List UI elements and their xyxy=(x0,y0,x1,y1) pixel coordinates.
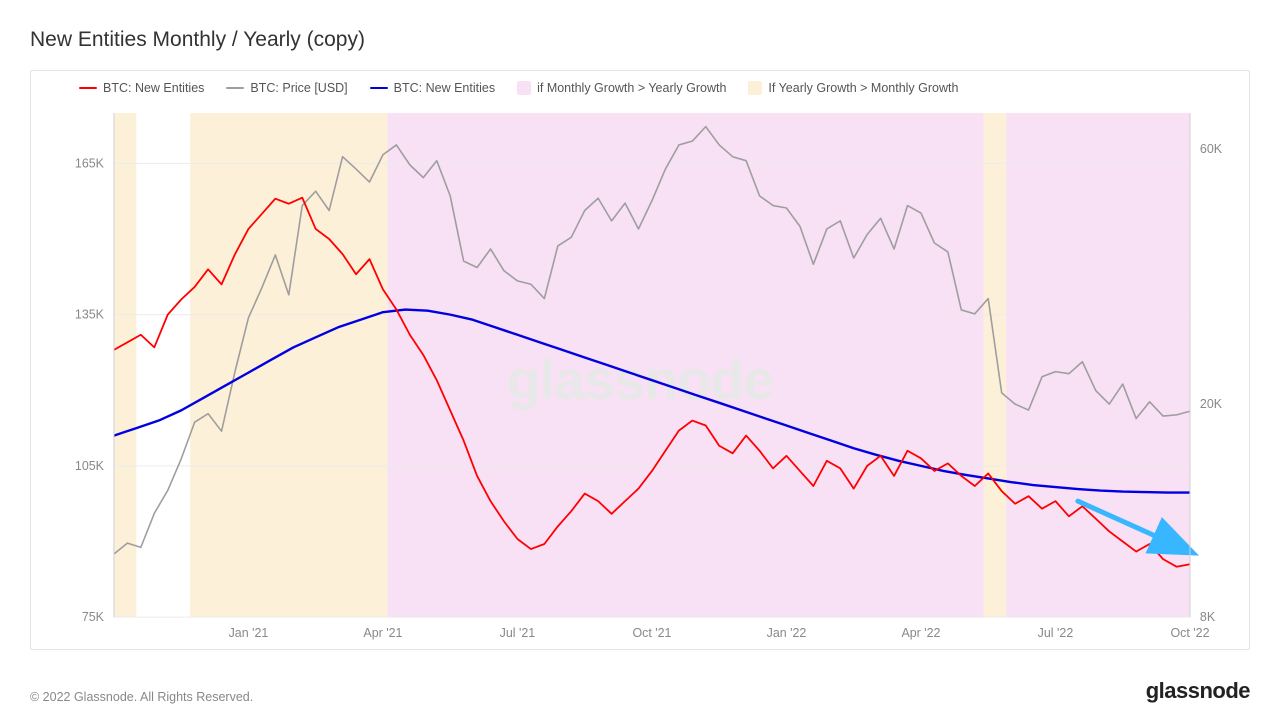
legend-label: if Monthly Growth > Yearly Growth xyxy=(537,81,726,95)
svg-text:Jan '21: Jan '21 xyxy=(229,626,269,640)
chart-box: BTC: New Entities BTC: Price [USD] BTC: … xyxy=(30,70,1250,650)
legend-label: BTC: Price [USD] xyxy=(250,81,347,95)
svg-text:8K: 8K xyxy=(1200,610,1216,624)
chart-container: New Entities Monthly / Yearly (copy) BTC… xyxy=(0,0,1280,720)
copyright-text: © 2022 Glassnode. All Rights Reserved. xyxy=(30,690,253,704)
svg-text:Oct '22: Oct '22 xyxy=(1170,626,1209,640)
svg-text:165K: 165K xyxy=(75,156,105,170)
svg-text:75K: 75K xyxy=(82,610,105,624)
legend-swatch-blue xyxy=(370,87,388,90)
legend-label: If Yearly Growth > Monthly Growth xyxy=(768,81,958,95)
chart-title: New Entities Monthly / Yearly (copy) xyxy=(30,28,1250,52)
legend-swatch-yellow xyxy=(748,81,762,95)
legend-item-blue[interactable]: BTC: New Entities xyxy=(370,81,495,95)
svg-text:105K: 105K xyxy=(75,459,105,473)
legend-item-grey[interactable]: BTC: Price [USD] xyxy=(226,81,347,95)
legend-swatch-red xyxy=(79,87,97,90)
svg-text:Apr '21: Apr '21 xyxy=(363,626,402,640)
legend-item-yellow[interactable]: If Yearly Growth > Monthly Growth xyxy=(748,81,958,95)
svg-text:Jul '22: Jul '22 xyxy=(1038,626,1074,640)
svg-text:135K: 135K xyxy=(75,308,105,322)
svg-text:20K: 20K xyxy=(1200,397,1223,411)
brand-logo: glassnode xyxy=(1146,678,1250,704)
legend-swatch-grey xyxy=(226,87,244,90)
svg-text:Apr '22: Apr '22 xyxy=(901,626,940,640)
legend: BTC: New Entities BTC: Price [USD] BTC: … xyxy=(31,71,1249,101)
svg-text:60K: 60K xyxy=(1200,142,1223,156)
svg-text:Oct '21: Oct '21 xyxy=(632,626,671,640)
chart-svg: glassnode 75K 105K 135K 165K 8K 20K 60K Jan '… xyxy=(31,105,1249,649)
svg-text:Jul '21: Jul '21 xyxy=(500,626,536,640)
svg-text:Jan '22: Jan '22 xyxy=(767,626,807,640)
legend-item-red[interactable]: BTC: New Entities xyxy=(79,81,204,95)
watermark-text: glassnode xyxy=(507,348,774,411)
legend-label: BTC: New Entities xyxy=(394,81,495,95)
legend-item-pink[interactable]: if Monthly Growth > Yearly Growth xyxy=(517,81,726,95)
footer: © 2022 Glassnode. All Rights Reserved. g… xyxy=(30,678,1250,704)
plot-area[interactable]: glassnode 75K 105K 135K 165K 8K 20K 60K Jan '… xyxy=(31,105,1249,649)
legend-label: BTC: New Entities xyxy=(103,81,204,95)
legend-swatch-pink xyxy=(517,81,531,95)
